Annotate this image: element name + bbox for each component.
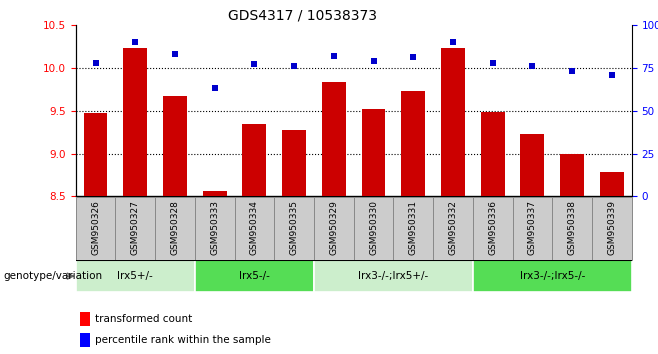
Bar <box>80 312 90 326</box>
Text: genotype/variation: genotype/variation <box>3 271 103 281</box>
Bar <box>84 113 107 196</box>
FancyBboxPatch shape <box>115 197 155 260</box>
Bar <box>600 172 624 196</box>
FancyBboxPatch shape <box>513 197 552 260</box>
Bar <box>441 48 465 196</box>
Point <box>289 63 299 69</box>
Text: GSM950333: GSM950333 <box>210 200 219 255</box>
Point <box>209 85 220 91</box>
FancyBboxPatch shape <box>195 197 234 260</box>
Bar <box>362 109 386 196</box>
Bar <box>242 124 266 196</box>
Bar <box>80 333 90 347</box>
Text: GSM950329: GSM950329 <box>329 200 338 255</box>
FancyBboxPatch shape <box>274 197 314 260</box>
Text: GSM950327: GSM950327 <box>131 200 139 255</box>
Text: GSM950331: GSM950331 <box>409 200 418 255</box>
Bar <box>163 96 187 196</box>
Text: GSM950334: GSM950334 <box>250 200 259 255</box>
Text: transformed count: transformed count <box>95 314 192 324</box>
Text: GSM950338: GSM950338 <box>568 200 576 255</box>
FancyBboxPatch shape <box>155 197 195 260</box>
Text: GSM950326: GSM950326 <box>91 200 100 255</box>
Bar <box>401 91 425 196</box>
Point <box>567 68 577 74</box>
Text: GSM950339: GSM950339 <box>607 200 617 255</box>
Text: GSM950335: GSM950335 <box>290 200 299 255</box>
FancyBboxPatch shape <box>393 197 433 260</box>
FancyBboxPatch shape <box>592 197 632 260</box>
Point <box>249 62 260 67</box>
Text: lrx3-/-;lrx5-/-: lrx3-/-;lrx5-/- <box>520 271 585 281</box>
Point <box>170 51 180 57</box>
Point <box>130 39 141 45</box>
Text: lrx5+/-: lrx5+/- <box>117 271 153 281</box>
Point <box>447 39 458 45</box>
Point <box>527 63 538 69</box>
Bar <box>203 191 226 196</box>
FancyBboxPatch shape <box>314 260 473 292</box>
Bar <box>123 48 147 196</box>
Bar <box>322 82 345 196</box>
FancyBboxPatch shape <box>473 197 513 260</box>
FancyBboxPatch shape <box>433 197 473 260</box>
Bar <box>282 130 306 196</box>
Point <box>328 53 339 58</box>
Text: GDS4317 / 10538373: GDS4317 / 10538373 <box>228 9 377 23</box>
FancyBboxPatch shape <box>552 197 592 260</box>
FancyBboxPatch shape <box>76 260 195 292</box>
Point <box>488 60 498 65</box>
Text: GSM950336: GSM950336 <box>488 200 497 255</box>
Bar <box>481 112 505 196</box>
Text: lrx3-/-;lrx5+/-: lrx3-/-;lrx5+/- <box>358 271 428 281</box>
FancyBboxPatch shape <box>76 197 115 260</box>
Text: GSM950337: GSM950337 <box>528 200 537 255</box>
Point <box>607 72 617 78</box>
Text: GSM950330: GSM950330 <box>369 200 378 255</box>
FancyBboxPatch shape <box>195 260 314 292</box>
Point <box>368 58 379 64</box>
FancyBboxPatch shape <box>314 197 354 260</box>
Text: percentile rank within the sample: percentile rank within the sample <box>95 335 271 345</box>
Bar <box>520 134 544 196</box>
FancyBboxPatch shape <box>354 197 393 260</box>
Text: GSM950328: GSM950328 <box>170 200 180 255</box>
FancyBboxPatch shape <box>234 197 274 260</box>
FancyBboxPatch shape <box>473 260 632 292</box>
Bar <box>560 154 584 196</box>
Point <box>90 60 101 65</box>
Point <box>408 55 418 60</box>
Text: GSM950332: GSM950332 <box>449 200 457 255</box>
Text: lrx5-/-: lrx5-/- <box>239 271 270 281</box>
